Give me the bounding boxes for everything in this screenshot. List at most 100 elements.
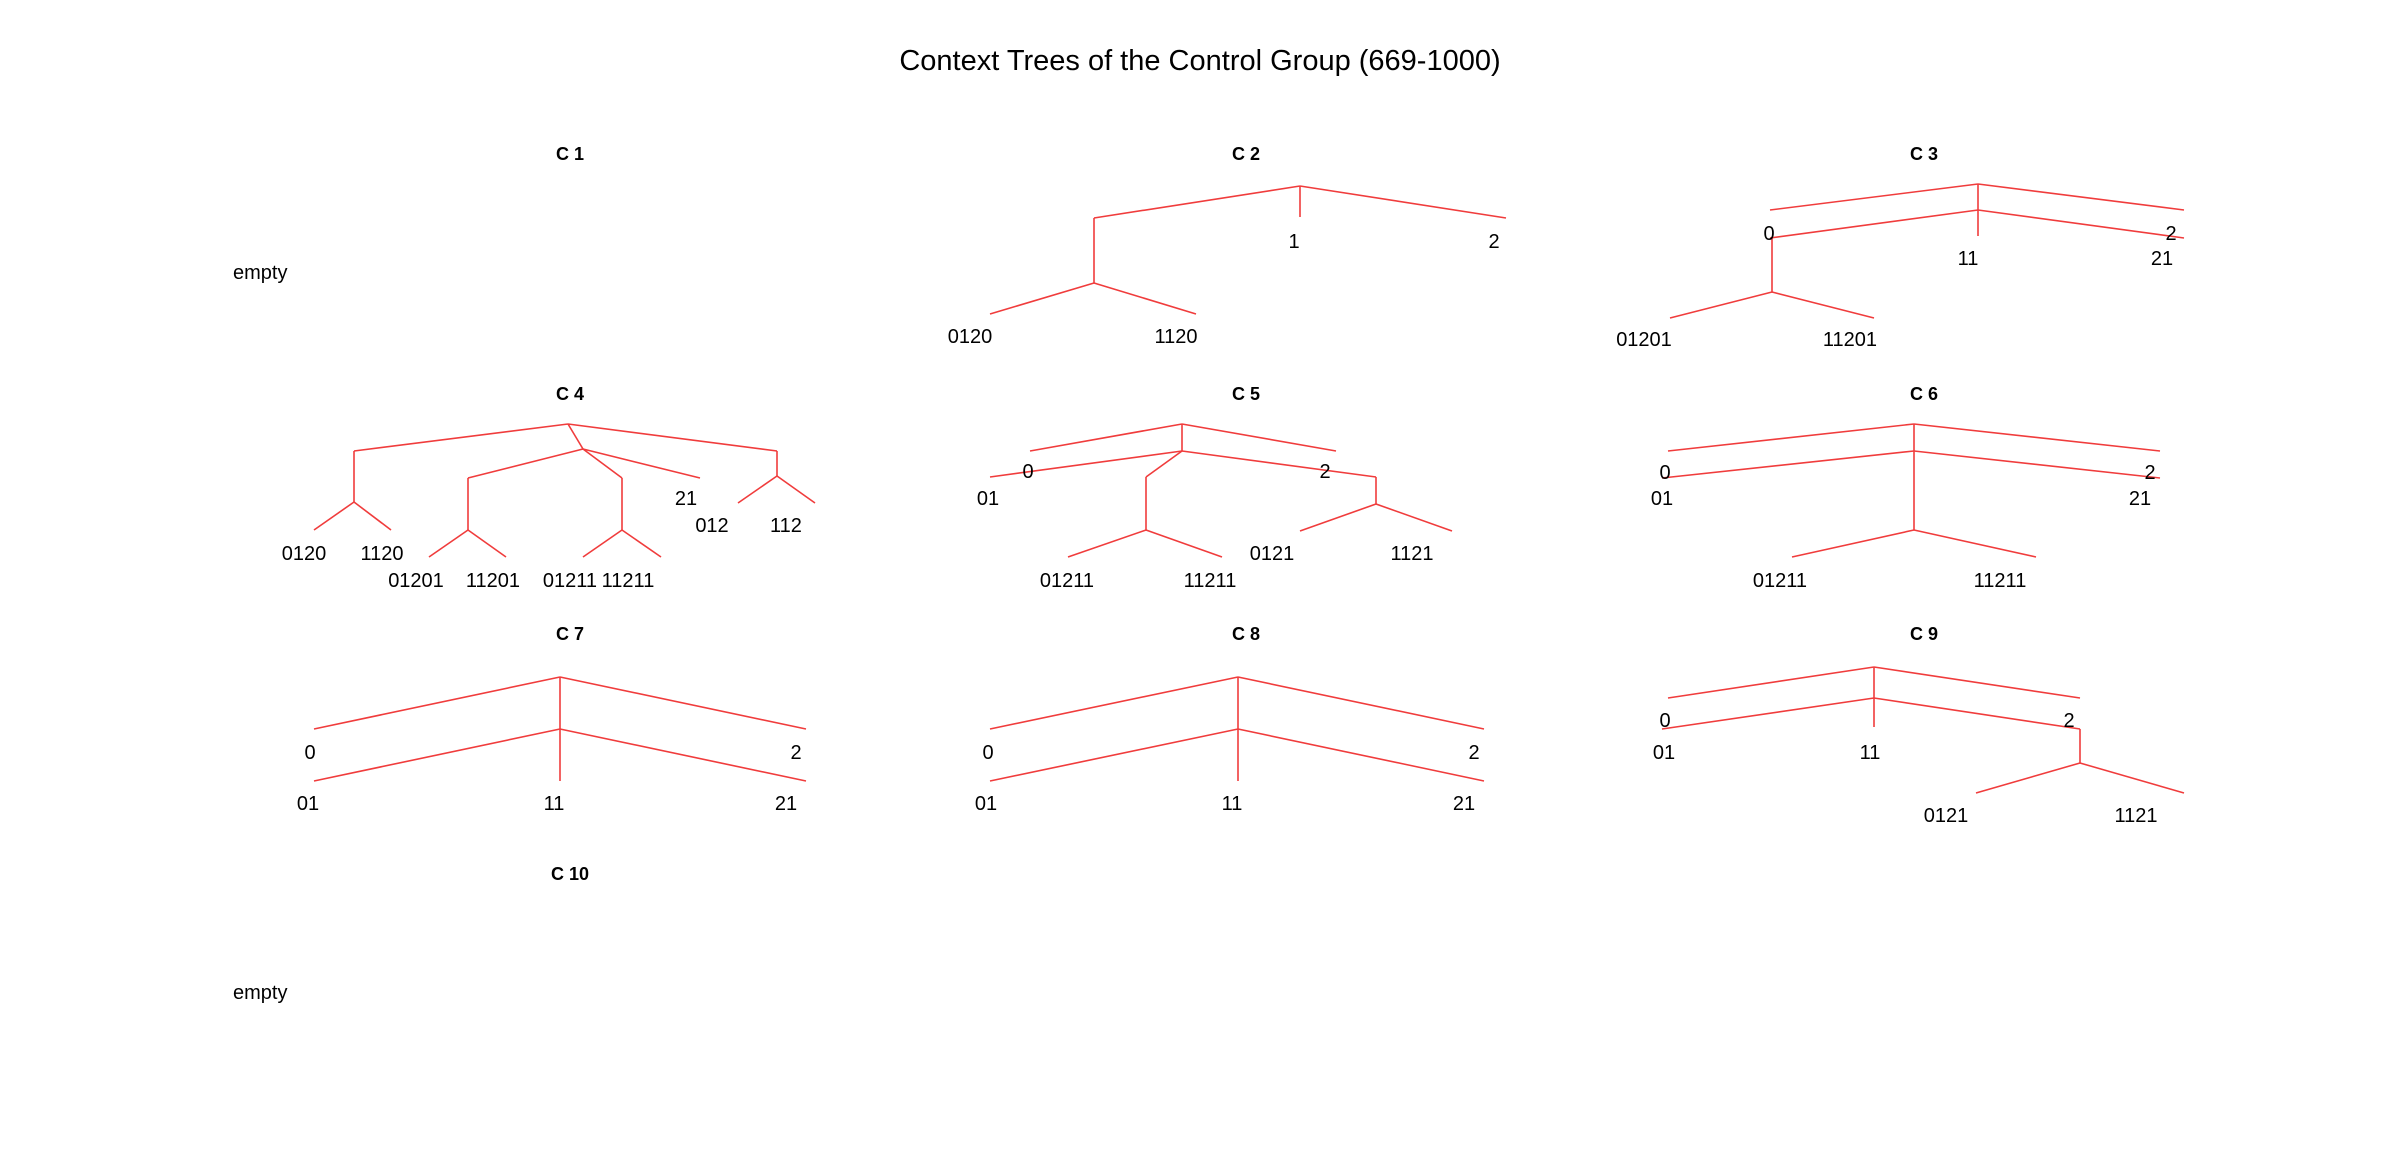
- leaf-label: 0120: [282, 543, 327, 565]
- leaf-label: 01: [297, 793, 319, 815]
- leaf-label: 1121: [2114, 805, 2157, 827]
- panel-c5: C 5 0 2 01 0121 1121 01211 11211: [977, 384, 1453, 592]
- tree-edge: [559, 676, 807, 730]
- leaf-label: 01: [1651, 488, 1673, 510]
- panel-c4: C 4 21 012 112 0120 1120 01201 11201 012…: [282, 384, 816, 592]
- tree-edge: [2079, 762, 2185, 794]
- leaf-label: 11: [1860, 742, 1881, 764]
- leaf-label: 0120: [948, 326, 993, 348]
- leaf-label: 0: [1763, 223, 1774, 245]
- tree-edge: [1873, 697, 2081, 730]
- leaf-label: 112: [770, 515, 802, 537]
- tree-edge: [1771, 291, 1875, 319]
- panel-c3: C 3 0 2 11 21 01201 11201: [1616, 144, 2185, 351]
- leaf-label: 2: [2165, 223, 2176, 245]
- tree-edge: [1977, 183, 2185, 211]
- leaf-label: 21: [2129, 488, 2151, 510]
- tree-edge: [989, 676, 1239, 730]
- panel-c1: C 1 empty: [233, 144, 584, 284]
- leaf-label: 21: [2151, 248, 2173, 270]
- leaf-label: 1120: [1154, 326, 1197, 348]
- leaf-label: 2: [1468, 742, 1479, 764]
- tree-edge: [467, 529, 507, 558]
- panel-c2: C 2 1 2 0120 1120: [948, 144, 1507, 348]
- tree-edge: [621, 529, 662, 558]
- leaf-label: 11: [1958, 248, 1979, 270]
- leaf-label: 11211: [1184, 570, 1237, 592]
- leaf-label: 012: [695, 515, 728, 537]
- panel-c10: C 10 empty: [233, 864, 589, 1004]
- panel-c8: C 8 0 2 01 11 21: [975, 624, 1485, 815]
- panel-title: C 5: [1232, 384, 1260, 404]
- leaf-label: 21: [1453, 793, 1475, 815]
- tree-edge: [1145, 450, 1183, 478]
- tree-edge: [1299, 185, 1507, 219]
- leaf-label: 0: [1659, 462, 1670, 484]
- panel-title: C 9: [1910, 624, 1938, 644]
- tree-edge: [989, 728, 1239, 782]
- leaf-label: 0: [1022, 461, 1033, 483]
- tree-edge: [1667, 666, 1875, 699]
- tree-edge: [1145, 529, 1223, 558]
- tree-edge: [353, 423, 569, 452]
- main-title: Context Trees of the Control Group (669-…: [899, 45, 1500, 77]
- tree-edge: [567, 423, 584, 450]
- tree-edge: [1975, 762, 2081, 794]
- tree-edge: [313, 501, 355, 531]
- tree-edge: [567, 423, 778, 452]
- tree-edge: [582, 448, 623, 479]
- panel-title: C 8: [1232, 624, 1260, 644]
- empty-label: empty: [233, 262, 287, 284]
- panel-title: C 6: [1910, 384, 1938, 404]
- tree-edge: [313, 728, 561, 782]
- panel-c6: C 6 0 2 01 21 01211 11211: [1651, 384, 2161, 592]
- leaf-label: 2: [2063, 710, 2074, 732]
- tree-edge: [1237, 728, 1485, 782]
- leaf-label: 01: [1653, 742, 1675, 764]
- tree-edge: [1913, 423, 2161, 452]
- leaf-label: 0121: [1924, 805, 1969, 827]
- panel-c9: C 9 0 2 01 11 0121 1121: [1653, 624, 2185, 827]
- leaf-label: 11: [544, 793, 565, 815]
- tree-edge: [1299, 503, 1377, 532]
- panel-title: C 10: [551, 864, 589, 884]
- tree-edge: [428, 529, 469, 558]
- tree-edge: [582, 448, 701, 479]
- leaf-label: 1: [1288, 231, 1299, 253]
- leaf-label: 0: [982, 742, 993, 764]
- tree-edge: [1029, 423, 1183, 452]
- tree-edge: [559, 728, 807, 782]
- panel-title: C 4: [556, 384, 584, 404]
- tree-edge: [1667, 423, 1915, 452]
- leaf-label: 01211: [1753, 570, 1807, 592]
- leaf-label: 2: [2144, 462, 2155, 484]
- panel-title: C 3: [1910, 144, 1938, 164]
- tree-edge: [582, 529, 623, 558]
- panel-title: C 7: [556, 624, 584, 644]
- leaf-label: 21: [775, 793, 797, 815]
- leaf-label: 01: [977, 488, 999, 510]
- leaf-label: 2: [790, 742, 801, 764]
- panel-title: C 2: [1232, 144, 1260, 164]
- tree-edge: [1181, 450, 1377, 478]
- tree-edge: [1669, 291, 1773, 319]
- leaf-label: 2: [1319, 461, 1330, 483]
- tree-edge: [1237, 676, 1485, 730]
- leaf-label: 21: [675, 488, 697, 510]
- tree-edge: [1769, 209, 1979, 239]
- tree-edge: [989, 450, 1183, 478]
- tree-edge: [737, 475, 778, 504]
- leaf-label: 01: [975, 793, 997, 815]
- leaf-label: 2: [1488, 231, 1499, 253]
- tree-edge: [1913, 529, 2037, 558]
- panel-title: C 1: [556, 144, 584, 164]
- tree-edge: [1093, 282, 1197, 315]
- tree-edge: [1791, 529, 1915, 558]
- empty-label: empty: [233, 982, 287, 1004]
- tree-edge: [467, 448, 584, 479]
- tree-edge: [313, 676, 561, 730]
- leaf-label: 0: [1659, 710, 1670, 732]
- tree-edge: [776, 475, 816, 504]
